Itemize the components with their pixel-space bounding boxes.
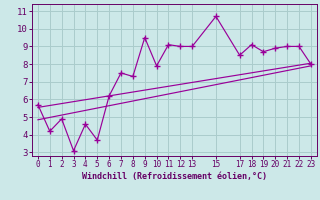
X-axis label: Windchill (Refroidissement éolien,°C): Windchill (Refroidissement éolien,°C)	[82, 172, 267, 181]
